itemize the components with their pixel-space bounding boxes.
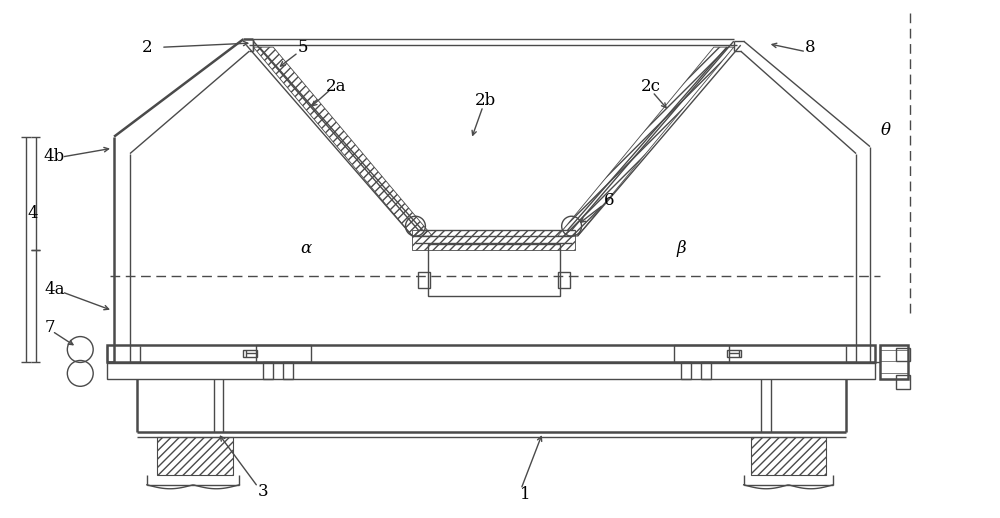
Bar	[558, 272, 570, 288]
Bar	[896, 348, 910, 362]
Text: 7: 7	[45, 319, 56, 336]
Text: θ: θ	[881, 122, 891, 139]
Text: α: α	[300, 239, 312, 256]
Text: 2c: 2c	[641, 78, 661, 95]
Bar	[896, 376, 910, 390]
Bar	[681, 363, 691, 379]
Bar	[283, 363, 293, 379]
Bar	[263, 363, 273, 379]
Bar	[418, 272, 430, 288]
Text: β: β	[676, 239, 686, 256]
Text: 4a: 4a	[44, 281, 65, 298]
Bar	[880, 344, 908, 379]
Text: 2: 2	[142, 39, 152, 55]
Text: 8: 8	[805, 39, 816, 55]
Text: 4b: 4b	[44, 148, 65, 165]
Bar	[256, 344, 311, 363]
Bar	[107, 344, 875, 363]
Text: 2b: 2b	[474, 92, 496, 109]
Text: 5: 5	[298, 39, 308, 55]
Bar	[674, 344, 729, 363]
Bar	[428, 244, 560, 296]
Bar	[701, 363, 711, 379]
Text: 6: 6	[604, 192, 615, 209]
Text: 2a: 2a	[326, 78, 346, 95]
Text: 3: 3	[258, 483, 269, 500]
Text: 4: 4	[27, 205, 38, 222]
Text: 1: 1	[520, 486, 530, 503]
Bar	[107, 364, 875, 379]
Bar	[243, 350, 257, 357]
Bar	[727, 350, 741, 357]
